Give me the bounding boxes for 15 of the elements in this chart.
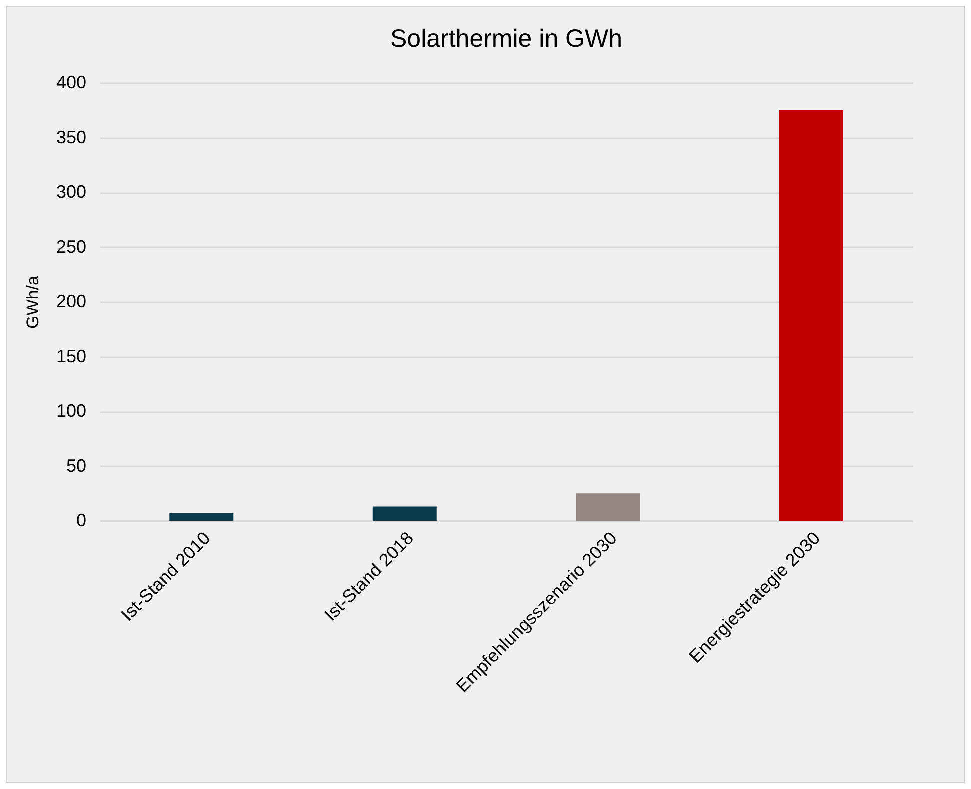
y-tick-label: 350	[56, 127, 86, 148]
y-tick-label: 200	[56, 292, 86, 312]
bar	[170, 513, 234, 521]
y-tick-label: 250	[56, 236, 86, 257]
chart-title: Solarthermie in GWh	[390, 25, 623, 53]
bar	[779, 110, 844, 521]
y-tick-label: 100	[56, 401, 86, 421]
y-tick-label: 0	[76, 510, 86, 530]
bar	[372, 506, 437, 521]
y-axis-title: GWh/a	[23, 276, 42, 329]
y-tick-label: 400	[56, 72, 86, 92]
y-tick-label: 150	[56, 346, 86, 366]
y-tick-label: 50	[66, 456, 86, 476]
y-tick-label: 300	[56, 182, 86, 202]
bar	[576, 494, 640, 521]
